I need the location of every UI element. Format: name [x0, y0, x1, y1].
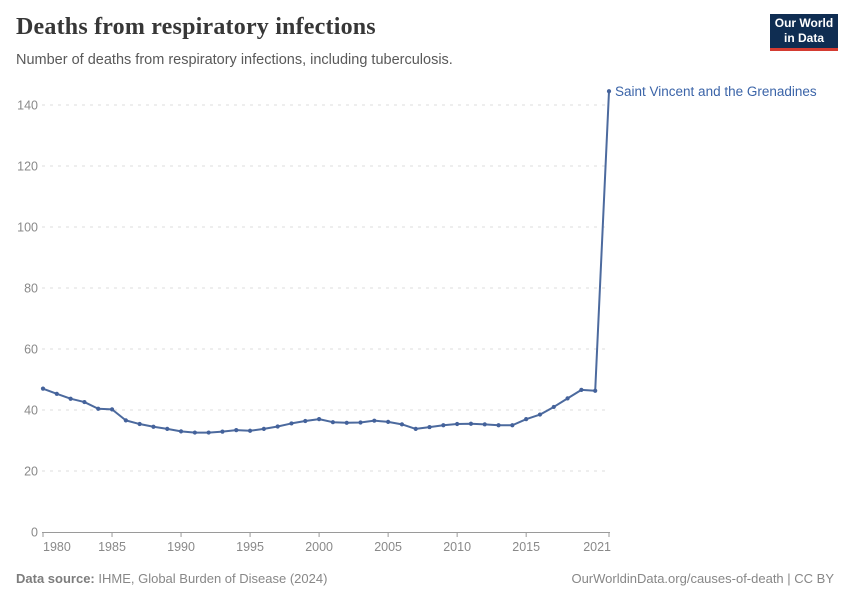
data-point — [247, 428, 253, 433]
series-line — [42, 90, 610, 434]
data-point — [206, 430, 211, 435]
y-gridlines — [42, 104, 609, 472]
data-point — [551, 404, 556, 410]
chart-subtitle: Number of deaths from respiratory infect… — [16, 52, 453, 68]
data-point — [579, 387, 584, 392]
x-tick-label: 2015 — [512, 540, 540, 554]
data-point — [220, 429, 225, 434]
data-point — [68, 396, 73, 401]
data-point — [109, 407, 115, 412]
data-point — [234, 428, 239, 433]
x-tick-label: 1985 — [98, 540, 126, 554]
data-point — [178, 429, 184, 434]
data-point — [358, 420, 363, 425]
data-point — [123, 418, 128, 423]
data-point — [40, 386, 46, 391]
data-point — [316, 417, 322, 422]
chart-footer: Data source: IHME, Global Burden of Dise… — [16, 571, 834, 586]
y-tick-label: 0 — [31, 526, 38, 540]
data-point — [372, 418, 377, 423]
data-point — [151, 424, 156, 429]
data-point — [593, 388, 598, 393]
data-source: Data source: IHME, Global Burden of Dise… — [16, 571, 327, 586]
page-title: Deaths from respiratory infections — [16, 14, 376, 40]
data-point — [386, 419, 391, 424]
data-source-text: IHME, Global Burden of Disease (2024) — [94, 571, 328, 586]
x-tick-label: 2000 — [305, 540, 333, 554]
data-point — [330, 420, 336, 425]
data-point — [137, 421, 142, 427]
x-axis: 1980 1985 1990 1995 2000 2005 2010 2015 2021 — [42, 532, 611, 554]
y-tick-label: 20 — [24, 465, 38, 479]
data-point — [54, 391, 59, 396]
logo-line-2: in Data — [783, 31, 824, 45]
y-tick-label: 80 — [24, 282, 38, 296]
data-point — [524, 417, 529, 422]
y-tick-label: 120 — [17, 160, 38, 174]
data-point — [275, 424, 280, 429]
data-source-label: Data source: — [16, 571, 95, 586]
data-point — [82, 399, 87, 405]
data-point — [496, 423, 501, 428]
data-point — [441, 423, 446, 428]
owid-logo: Our World in Data — [770, 14, 838, 51]
data-point — [96, 406, 101, 411]
x-tick-label: 1980 — [43, 540, 71, 554]
data-point — [510, 423, 515, 428]
data-point — [455, 421, 460, 427]
data-point — [606, 89, 612, 94]
chart-header: Deaths from respiratory infections Numbe… — [0, 0, 850, 80]
y-tick-label: 140 — [17, 99, 38, 113]
data-point — [565, 396, 570, 401]
logo-line-1: Our World — [774, 16, 834, 30]
data-point — [192, 430, 197, 435]
x-tick-label: 2010 — [443, 540, 471, 554]
data-point — [482, 422, 487, 427]
x-tick-label: 2021 — [583, 540, 611, 554]
data-point — [303, 418, 308, 424]
data-point — [165, 426, 170, 432]
data-point — [468, 421, 474, 426]
y-tick-labels: 0 20 40 60 80 100 120 140 — [17, 99, 38, 540]
y-tick-label: 40 — [24, 404, 38, 418]
data-point — [399, 422, 405, 427]
series-points — [40, 89, 612, 435]
data-point — [427, 424, 432, 430]
x-tick-label: 1995 — [236, 540, 264, 554]
data-point — [289, 421, 294, 426]
data-point — [413, 426, 418, 432]
y-tick-label: 100 — [17, 221, 38, 235]
credit-url: OurWorldinData.org/causes-of-death | CC … — [571, 571, 834, 586]
y-tick-label: 60 — [24, 343, 38, 357]
data-point — [344, 420, 349, 425]
x-tick-label: 2005 — [374, 540, 402, 554]
data-point — [261, 426, 266, 432]
entity-label: Saint Vincent and the Grenadines — [615, 84, 817, 99]
data-point — [537, 412, 543, 417]
x-tick-label: 1990 — [167, 540, 195, 554]
